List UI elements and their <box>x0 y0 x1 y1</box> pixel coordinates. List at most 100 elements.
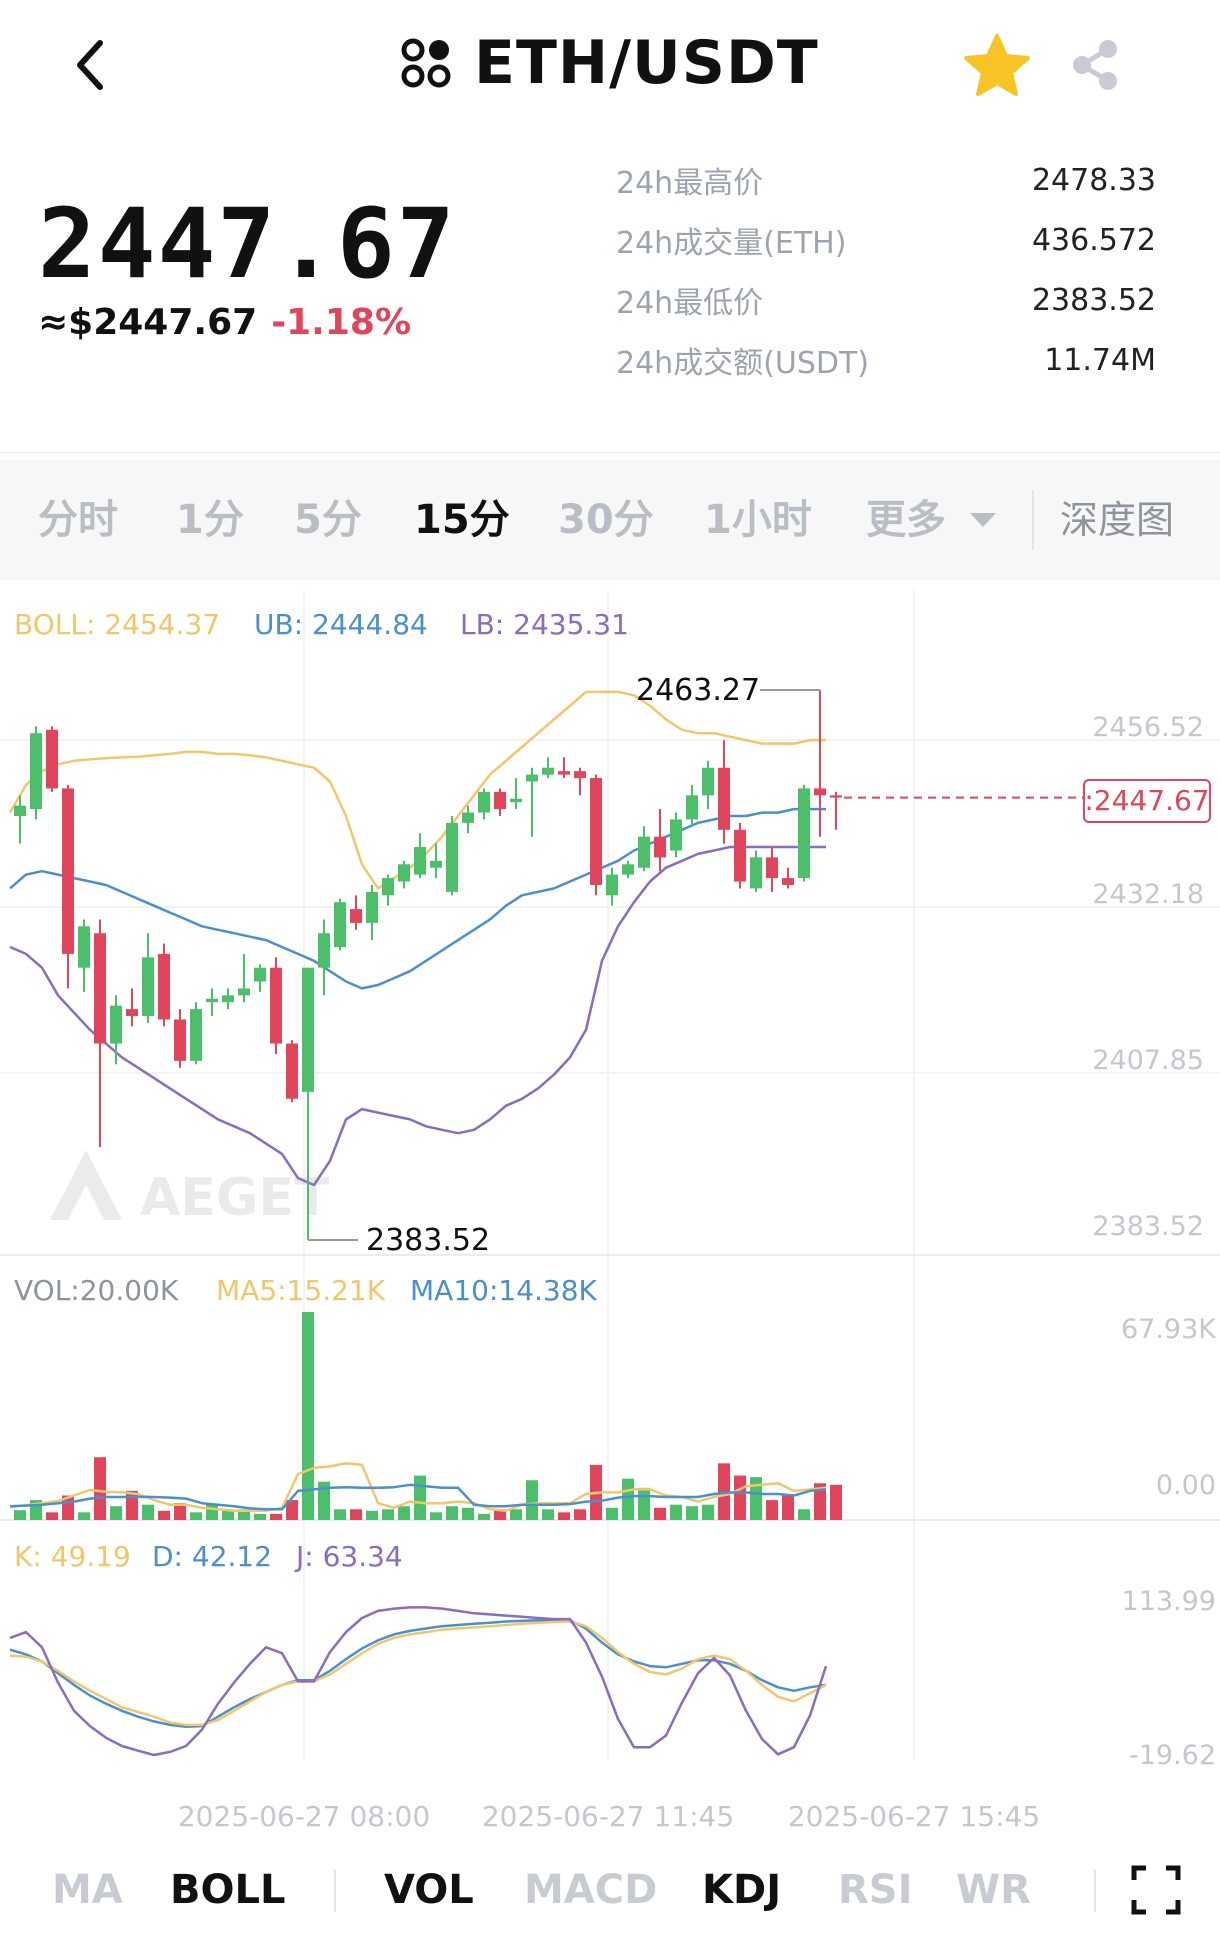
volume-bar <box>382 1509 394 1520</box>
volume-bar <box>446 1506 458 1520</box>
current-price-text: :2447.67 <box>1084 784 1209 817</box>
stat-value: 11.74M <box>1044 342 1156 378</box>
volume-bar <box>350 1509 362 1520</box>
indicator-ma[interactable]: MA <box>52 1867 123 1913</box>
back-button[interactable] <box>60 30 120 100</box>
current-price-tag[interactable]: :2447.67 <box>1083 779 1211 823</box>
candle <box>814 690 826 837</box>
indicator-boll[interactable]: BOLL <box>170 1867 286 1913</box>
time-axis: 2025-06-27 08:00 2025-06-27 11:45 2025-0… <box>178 1800 1040 1833</box>
fullscreen-icon <box>1131 1865 1181 1915</box>
vol-ma10-line <box>9 1483 827 1511</box>
indicator-rsi[interactable]: RSI <box>838 1867 913 1913</box>
tab-separator <box>1032 490 1034 550</box>
tab-more[interactable]: 更多 <box>866 460 998 580</box>
volume-bar <box>542 1509 554 1520</box>
candle <box>126 988 138 1027</box>
candle <box>478 788 490 820</box>
candle-body <box>350 909 362 923</box>
pair-selector[interactable]: ETH/USDT <box>400 28 819 98</box>
candle-body <box>430 860 442 868</box>
share-button[interactable] <box>1066 36 1124 94</box>
indicator-macd[interactable]: MACD <box>524 1867 658 1913</box>
chart-area[interactable]: AEGET BOLL: 2454.37 UB: 2444.84 LB: 2435… <box>0 590 1220 1794</box>
stat-row: 24h成交量(ETH) 436.572 <box>616 210 1156 270</box>
volume-bars <box>9 1312 842 1520</box>
kdj-k-line <box>9 1619 827 1728</box>
fullscreen-button[interactable] <box>1130 1864 1182 1916</box>
tab-1m[interactable]: 1分 <box>176 497 244 543</box>
usd-price: ≈$2447.67 <box>38 302 258 343</box>
share-icon <box>1073 40 1117 90</box>
kdj-d-legend: D: 42.12 <box>152 1540 272 1573</box>
stat-row: 24h最低价 2383.52 <box>616 270 1156 330</box>
candles <box>14 690 842 1240</box>
candle-body <box>62 788 74 954</box>
volume-bar <box>238 1509 250 1520</box>
tab-1h[interactable]: 1小时 <box>704 497 812 543</box>
candle-body <box>126 1009 138 1016</box>
volume-bar <box>158 1510 170 1520</box>
tab-30m[interactable]: 30分 <box>558 497 654 543</box>
candle-body <box>782 878 794 885</box>
tab-more-label: 更多 <box>866 497 946 543</box>
candle <box>94 919 106 1148</box>
candle <box>318 919 330 996</box>
boll-lines <box>8 690 826 1187</box>
candle-body <box>606 874 618 896</box>
candle <box>654 809 666 872</box>
candle-body <box>686 795 698 820</box>
volume-bar <box>206 1504 218 1520</box>
candle-body <box>222 995 234 1003</box>
candle-body <box>510 798 522 803</box>
volume-bar <box>702 1504 714 1520</box>
indicator-wr[interactable]: WR <box>956 1867 1031 1913</box>
candle <box>350 895 362 930</box>
candle <box>382 874 394 906</box>
indicator-separator <box>334 1870 336 1912</box>
volume-bar <box>110 1506 122 1520</box>
candle-body <box>286 1043 298 1099</box>
volume-bar <box>142 1504 154 1520</box>
indicator-bar: MA BOLL VOL MACD KDJ RSI WR <box>0 1850 1220 1930</box>
stat-label: 24h最低价 <box>616 286 764 321</box>
vol-ma10-legend: MA10:14.38K <box>410 1274 598 1307</box>
indicator-kdj[interactable]: KDJ <box>702 1867 782 1913</box>
kline-chart[interactable]: AEGET BOLL: 2454.37 UB: 2444.84 LB: 2435… <box>0 590 1220 1790</box>
candle <box>526 767 538 837</box>
tab-15m[interactable]: 15分 <box>414 497 510 543</box>
indicator-vol[interactable]: VOL <box>384 1867 474 1913</box>
kdj-k-legend: K: 49.19 <box>14 1540 131 1573</box>
volume-bar <box>734 1475 746 1520</box>
kdj-axis-label: -19.62 <box>1129 1740 1216 1771</box>
candle <box>446 816 458 896</box>
volume-bar <box>430 1512 442 1520</box>
indicator-separator <box>1094 1870 1096 1912</box>
section-divider <box>0 452 1220 453</box>
timeframe-tabs: 分时 1分 5分 15分 30分 1小时 更多 深度图 <box>0 460 1220 580</box>
candle <box>78 919 90 992</box>
candle-body <box>414 847 426 875</box>
volume-bar <box>94 1457 106 1520</box>
candle <box>46 726 58 792</box>
candle <box>142 933 154 1023</box>
candle <box>542 757 554 779</box>
candle <box>190 1002 202 1065</box>
candle <box>766 847 778 892</box>
candle <box>270 957 282 1054</box>
caret-down-icon <box>970 513 996 527</box>
tab-depth-chart[interactable]: 深度图 <box>1060 498 1175 542</box>
candle <box>494 788 506 816</box>
candle <box>638 826 650 872</box>
tab-5m[interactable]: 5分 <box>294 497 362 543</box>
stat-label: 24h最高价 <box>616 166 764 201</box>
volume-bar <box>814 1483 826 1520</box>
candle-body <box>638 836 650 868</box>
favorite-button[interactable] <box>962 32 1032 98</box>
volume-bar <box>558 1512 570 1520</box>
candle-body <box>766 857 778 879</box>
candle-body <box>398 864 410 882</box>
tab-timeline[interactable]: 分时 <box>38 497 118 543</box>
volume-bar <box>782 1493 794 1520</box>
volume-bar <box>718 1463 730 1520</box>
